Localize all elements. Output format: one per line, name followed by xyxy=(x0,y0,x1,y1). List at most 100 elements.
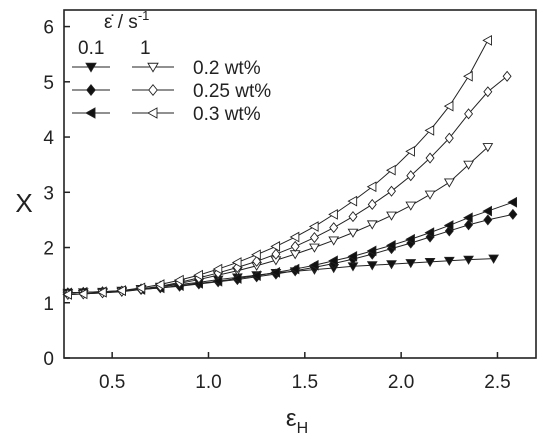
data-point xyxy=(444,132,454,144)
data-point xyxy=(443,100,454,112)
legend-header: ε̇ / s-1 xyxy=(104,8,149,33)
data-point xyxy=(347,195,358,207)
legend-header-text: ε̇ / s xyxy=(104,12,138,33)
data-point xyxy=(193,269,203,281)
data-point xyxy=(328,255,338,267)
legend-row: 0.3 wt% xyxy=(72,104,261,125)
x-axis-label: εH xyxy=(286,405,308,437)
data-point xyxy=(231,257,242,268)
data-point xyxy=(77,288,88,300)
x-tick-label: 2.0 xyxy=(388,372,414,393)
data-point xyxy=(328,236,340,246)
y-tick-label: 5 xyxy=(43,73,54,94)
x-tick-label: 0.5 xyxy=(99,372,125,393)
data-point xyxy=(271,248,281,260)
data-point xyxy=(405,146,415,157)
data-point xyxy=(347,250,358,262)
data-point xyxy=(252,255,262,267)
y-tick-label: 1 xyxy=(43,294,54,315)
x-tick-label: 1.0 xyxy=(195,372,221,393)
data-point xyxy=(464,108,474,120)
data-point xyxy=(406,170,416,182)
data-point xyxy=(482,205,492,217)
data-point xyxy=(463,160,474,170)
legend: ε̇ / s-1 0.1 1 0.2 wt%0.25 wt%0.3 wt% xyxy=(72,8,271,125)
legend-label: 0.25 wt% xyxy=(193,81,271,102)
y-tick-label: 2 xyxy=(43,239,54,260)
data-point xyxy=(270,241,281,252)
data-point xyxy=(463,255,474,265)
data-point xyxy=(488,254,500,264)
legend-label: 0.3 wt% xyxy=(193,104,261,125)
data-point xyxy=(464,219,474,231)
data-point xyxy=(290,240,300,252)
data-point xyxy=(405,201,417,211)
series-6 xyxy=(62,35,492,300)
data-point xyxy=(507,196,518,208)
x-axis-ticks: 0.5 1.0 1.5 2.0 2.5 xyxy=(99,352,511,393)
data-point xyxy=(289,231,300,243)
x-axis-label-subscript: H xyxy=(297,420,309,437)
x-tick-label: 2.5 xyxy=(484,372,510,393)
data-point xyxy=(154,279,165,290)
x-axis-label-symbol: ε xyxy=(286,405,297,432)
data-point xyxy=(231,273,242,284)
data-point xyxy=(424,125,435,136)
data-point xyxy=(309,243,320,253)
data-point xyxy=(443,256,455,267)
data-point xyxy=(366,261,378,271)
data-point xyxy=(463,212,473,224)
data-point xyxy=(387,185,396,197)
legend-label: 0.2 wt% xyxy=(193,58,261,79)
data-point xyxy=(116,285,126,296)
data-point xyxy=(443,178,455,188)
series-3 xyxy=(62,196,518,299)
series-layer xyxy=(62,35,518,301)
legend-rows: 0.2 wt%0.25 wt%0.3 wt% xyxy=(72,58,271,125)
legend-marker-fast xyxy=(148,84,158,96)
legend-row: 0.2 wt% xyxy=(72,58,261,79)
legend-marker-slow xyxy=(85,62,97,73)
data-point xyxy=(348,211,358,223)
data-point xyxy=(366,220,378,230)
y-tick-label: 3 xyxy=(43,183,54,204)
data-point xyxy=(385,164,396,176)
data-point xyxy=(425,152,435,164)
legend-col-slow: 0.1 xyxy=(78,38,104,59)
legend-marker-slow xyxy=(86,84,96,96)
data-point xyxy=(251,270,261,282)
data-point xyxy=(424,227,435,238)
legend-header-sup: -1 xyxy=(138,8,150,23)
data-point xyxy=(483,214,493,226)
data-point xyxy=(405,259,417,269)
data-point xyxy=(97,286,107,298)
data-point xyxy=(308,259,319,271)
y-axis-label: X xyxy=(15,188,32,218)
series-line xyxy=(67,201,514,294)
data-point xyxy=(443,220,454,231)
data-point xyxy=(329,222,339,234)
data-point xyxy=(385,239,396,251)
data-point xyxy=(482,143,494,153)
legend-marker-fast xyxy=(147,62,159,73)
x-tick-label: 1.5 xyxy=(292,372,318,393)
data-point xyxy=(289,263,300,275)
plot-frame xyxy=(63,9,537,359)
data-point xyxy=(386,260,397,270)
y-tick-label: 0 xyxy=(43,349,54,370)
y-tick-label: 6 xyxy=(43,18,54,39)
data-point xyxy=(251,249,261,261)
data-point xyxy=(174,274,184,286)
legend-marker-fast xyxy=(147,107,158,119)
data-point xyxy=(366,181,377,193)
data-point xyxy=(62,289,72,300)
data-point xyxy=(482,35,492,46)
series-line xyxy=(67,75,508,295)
data-point xyxy=(386,211,397,221)
data-point xyxy=(308,221,319,232)
data-point xyxy=(366,245,377,257)
data-point xyxy=(424,190,436,200)
data-point xyxy=(270,267,281,278)
data-point xyxy=(463,70,473,82)
